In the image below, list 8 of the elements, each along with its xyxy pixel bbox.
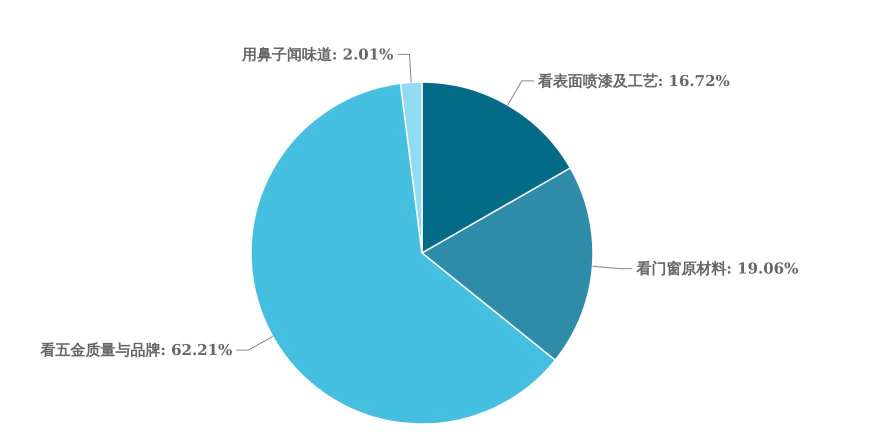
slice-label: 看表面喷漆及工艺 — [536, 72, 658, 90]
data-label: : 62.21% — [160, 341, 232, 360]
slice-label: 看门窗原材料 — [635, 260, 726, 278]
data-label: : 16.72% — [658, 72, 730, 90]
slice-label: 看五金质量与品牌 — [39, 341, 160, 360]
slice-label: 用鼻子闻味道 — [240, 45, 333, 64]
data-label: : 2.01% — [332, 45, 394, 64]
data-label: : 19.06% — [726, 260, 798, 278]
